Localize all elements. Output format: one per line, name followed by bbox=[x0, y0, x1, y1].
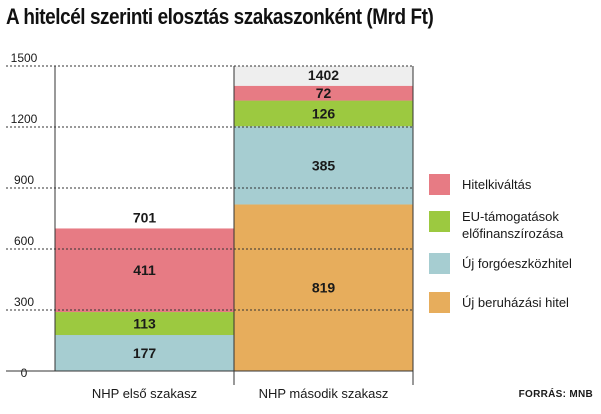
bar-segment bbox=[234, 126, 413, 205]
total-label: 701 bbox=[133, 209, 157, 225]
y-tick-label: 600 bbox=[14, 234, 34, 248]
legend-label: Új forgóeszközhitel bbox=[462, 256, 572, 271]
y-tick-label: 0 bbox=[21, 366, 28, 380]
data-label: 819 bbox=[312, 280, 336, 296]
legend-swatch bbox=[429, 253, 450, 274]
data-label: 126 bbox=[312, 105, 336, 121]
category-label: NHP második szakasz bbox=[259, 386, 389, 401]
data-label: 72 bbox=[316, 85, 332, 101]
category-label: NHP első szakasz bbox=[92, 386, 197, 401]
bar-segment bbox=[234, 100, 413, 127]
data-label: 177 bbox=[133, 345, 157, 361]
bar-segment bbox=[234, 204, 413, 371]
legend-label: Hitelkiváltás bbox=[462, 177, 532, 192]
data-label: 411 bbox=[133, 262, 156, 278]
axis-layer: NHP első szakasz NHP második szakasz 0 300 6… bbox=[6, 51, 414, 401]
data-labels-layer: 177 113 411 701 819 385 126 72 1402 bbox=[133, 67, 339, 361]
chart-title: A hitelcél szerinti elosztás szakaszonké… bbox=[6, 4, 434, 29]
source-note: FORRÁS: MNB bbox=[518, 389, 593, 400]
y-tick-label: 300 bbox=[14, 295, 34, 309]
data-label: 385 bbox=[312, 157, 336, 173]
total-label: 1402 bbox=[308, 67, 339, 83]
y-tick-label: 1500 bbox=[11, 51, 38, 65]
y-tick-label: 900 bbox=[14, 173, 34, 187]
legend-swatch bbox=[429, 211, 450, 232]
bar-segment bbox=[55, 228, 234, 313]
legend-label: EU-támogatások előfinanszírozása bbox=[462, 209, 564, 241]
legend-label: Új beruházási hitel bbox=[462, 295, 569, 310]
bar-segment bbox=[55, 335, 234, 371]
legend-swatch bbox=[429, 292, 450, 313]
legend-swatch bbox=[429, 174, 450, 195]
y-tick-label: 1200 bbox=[11, 112, 38, 126]
bar-segment bbox=[234, 85, 413, 101]
bars-layer bbox=[55, 85, 413, 371]
bar-segment bbox=[55, 312, 234, 336]
data-label: 113 bbox=[133, 316, 156, 332]
